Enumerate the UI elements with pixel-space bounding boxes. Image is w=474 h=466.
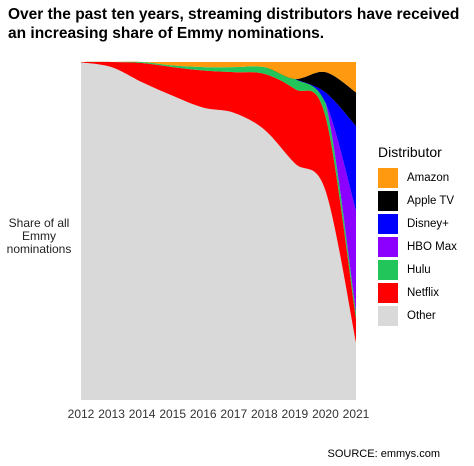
legend-item-disney-: Disney+ <box>378 212 457 235</box>
legend: Distributor Amazon Apple TV Disney+ HBO Max… <box>378 144 457 327</box>
x-axis-ticks: 2012 2013 2014 2015 2016 2017 2018 2019 2020 2021 <box>68 407 370 421</box>
x-tick-label: 2021 <box>343 407 370 421</box>
legend-swatch <box>378 190 398 211</box>
legend-item-amazon: Amazon <box>378 166 457 189</box>
y-axis-label: Share of all Emmy nominations <box>6 216 72 256</box>
x-tick-label: 2012 <box>68 407 95 421</box>
legend-item-netflix: Netflix <box>378 281 457 304</box>
x-tick-label: 2019 <box>282 407 309 421</box>
legend-item-other: Other <box>378 304 457 327</box>
legend-label: Hulu <box>407 263 431 276</box>
legend-label: Apple TV <box>407 194 455 207</box>
legend-swatch <box>378 213 398 234</box>
x-tick-label: 2017 <box>220 407 247 421</box>
legend-swatch <box>378 305 398 326</box>
x-tick-label: 2013 <box>98 407 125 421</box>
legend-item-hulu: Hulu <box>378 258 457 281</box>
legend-item-hbo-max: HBO Max <box>378 235 457 258</box>
source-note: SOURCE: emmys.com <box>327 448 440 460</box>
x-tick-label: 2016 <box>190 407 217 421</box>
legend-label: Amazon <box>407 171 450 184</box>
legend-swatch <box>378 259 398 280</box>
area-other <box>81 62 356 400</box>
legend-label: Netflix <box>407 286 439 299</box>
x-tick-label: 2014 <box>129 407 156 421</box>
legend-label: Disney+ <box>407 217 449 230</box>
area-layers <box>81 61 356 400</box>
area-netflix <box>81 61 356 343</box>
legend-label: HBO Max <box>407 240 457 253</box>
legend-item-apple-tv: Apple TV <box>378 189 457 212</box>
area-amazon <box>81 61 356 93</box>
legend-swatch <box>378 167 398 188</box>
x-tick-label: 2020 <box>312 407 339 421</box>
chart-title: Over the past ten years, streaming distr… <box>8 6 460 42</box>
x-tick-label: 2018 <box>251 407 278 421</box>
legend-title: Distributor <box>378 144 442 160</box>
legend-label: Other <box>407 309 436 322</box>
x-tick-label: 2015 <box>159 407 186 421</box>
legend-items: Amazon Apple TV Disney+ HBO Max Hulu Netflix O… <box>378 166 457 327</box>
legend-swatch <box>378 282 398 303</box>
legend-swatch <box>378 236 398 257</box>
